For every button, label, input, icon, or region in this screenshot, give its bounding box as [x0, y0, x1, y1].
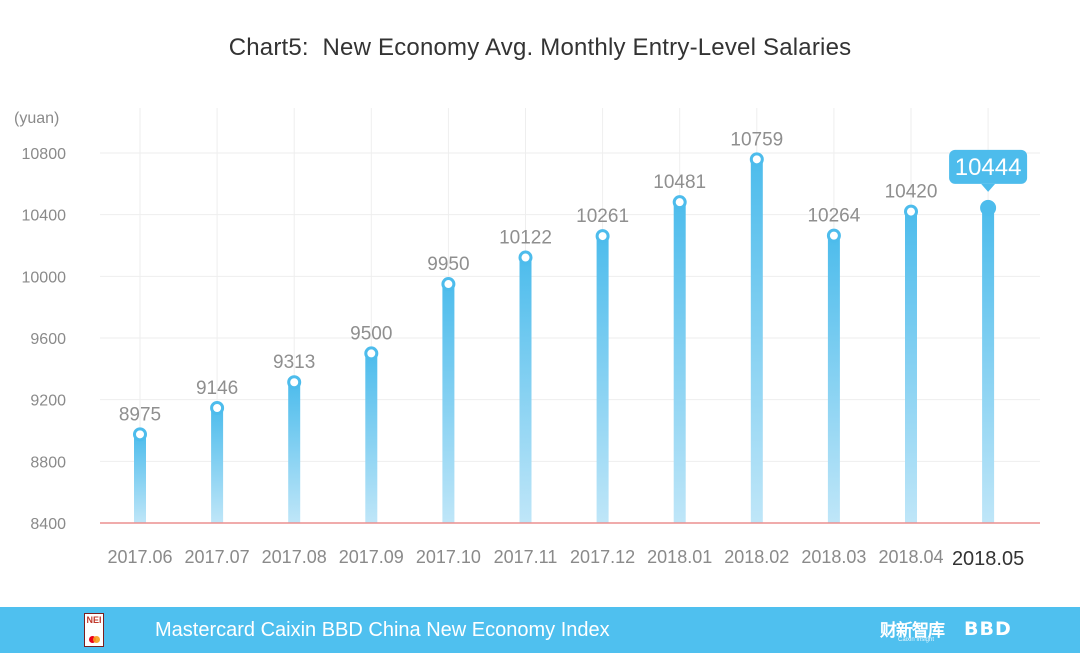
- value-label: 8975: [119, 404, 161, 425]
- bar: [442, 284, 455, 523]
- bar: [905, 211, 917, 524]
- value-label: 9313: [273, 352, 315, 373]
- bar: [211, 407, 224, 523]
- nei-logo-icon: NEI: [84, 613, 104, 647]
- bar-marker-highlight: [980, 199, 997, 216]
- footer-bar: NEI Mastercard Caixin BBD China New Econ…: [0, 607, 1080, 653]
- value-label: 10420: [885, 182, 938, 203]
- value-label: 9950: [427, 254, 469, 275]
- bar: [288, 382, 301, 523]
- x-tick-label: 2017.09: [339, 547, 404, 567]
- x-tick-label: 2017.06: [107, 547, 172, 567]
- bar: [519, 257, 532, 523]
- x-tick-label: 2017.08: [262, 547, 327, 567]
- value-callout-bubble: [949, 149, 1028, 184]
- x-tick-label: 2017.12: [570, 547, 635, 567]
- bar: [673, 202, 686, 523]
- bbd-logo: BBD: [964, 618, 1012, 640]
- chart-title: Chart5: New Economy Avg. Monthly Entry-L…: [228, 34, 852, 61]
- bar-marker: [518, 250, 533, 265]
- y-tick-label: 8400: [30, 516, 66, 533]
- value-label: 10264: [807, 206, 860, 227]
- x-tick-label: 2018.02: [724, 547, 789, 567]
- x-tick-label: 2018.04: [878, 547, 943, 567]
- value-label: 9146: [196, 378, 238, 399]
- bar-marker: [904, 204, 918, 219]
- value-callout-pointer: [981, 183, 996, 192]
- y-tick-label: 9600: [30, 331, 66, 348]
- value-label: 10122: [499, 228, 552, 249]
- x-tick-label: 2018.01: [647, 547, 712, 567]
- value-label: 10261: [576, 206, 629, 227]
- bar-marker: [210, 400, 225, 415]
- y-axis-unit-label: (yuan): [14, 110, 59, 127]
- caixin-insight-logo: 财新智库: [880, 621, 945, 641]
- bar: [982, 207, 995, 523]
- x-tick-label: 2018.03: [801, 547, 866, 567]
- bar-marker: [595, 229, 610, 244]
- bar-marker: [826, 228, 841, 243]
- bar-marker: [133, 427, 147, 442]
- bar-marker: [364, 346, 379, 361]
- y-tick-label: 10000: [22, 269, 67, 286]
- x-tick-label: 2017.10: [416, 547, 481, 567]
- bar-chart: (yuan) 8400 8800 9200 9600 10000 10400 10800 897…: [14, 108, 1040, 570]
- value-label: 10481: [653, 172, 706, 193]
- bar-marker: [441, 277, 456, 292]
- x-tick-label: 2017.07: [185, 547, 250, 567]
- footer-title: Mastercard Caixin BBD China New Economy …: [155, 619, 610, 641]
- value-label: 9500: [350, 323, 392, 344]
- bar-marker: [749, 152, 764, 167]
- y-tick-label: 10400: [22, 208, 67, 225]
- caixin-insight-sublabel: Caixin Insight: [898, 637, 935, 643]
- value-label-highlight: 10444: [955, 154, 1022, 181]
- bar: [827, 235, 840, 523]
- y-tick-label: 8800: [30, 454, 66, 471]
- bar: [134, 434, 146, 523]
- y-tick-label: 9200: [30, 393, 66, 410]
- x-tick-label: 2017.11: [494, 547, 558, 567]
- bar-marker: [672, 195, 687, 210]
- bar: [750, 159, 763, 523]
- value-label: 10759: [730, 129, 783, 150]
- x-tick-label: 2018.05: [952, 548, 1024, 570]
- bar-marker: [287, 375, 302, 390]
- bar: [365, 353, 378, 523]
- y-tick-label: 10800: [22, 146, 67, 163]
- bar: [596, 236, 609, 524]
